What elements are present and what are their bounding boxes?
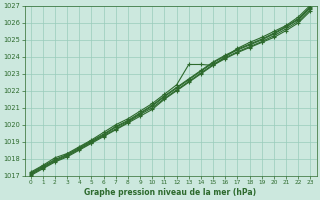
- X-axis label: Graphe pression niveau de la mer (hPa): Graphe pression niveau de la mer (hPa): [84, 188, 257, 197]
